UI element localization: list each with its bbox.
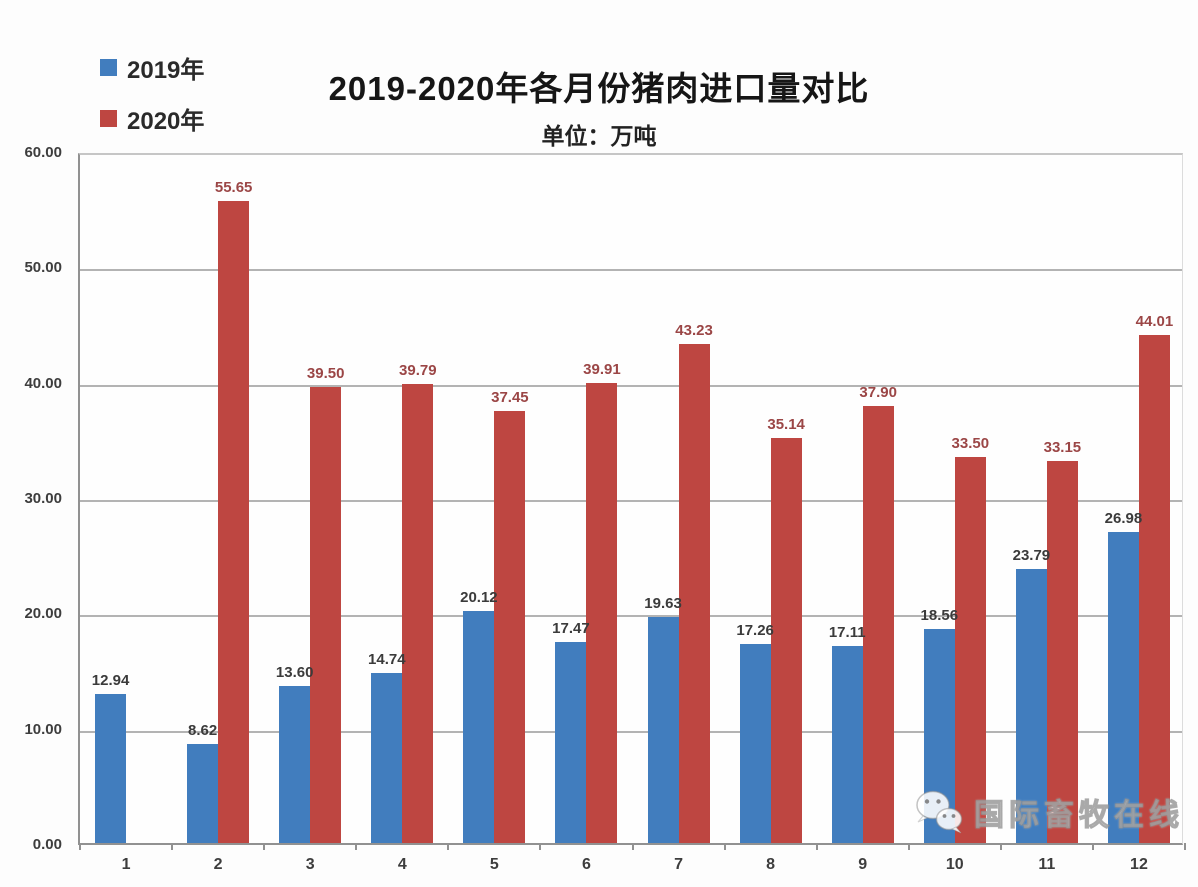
legend-label-2019: 2019年 [127,57,205,84]
bar-value-label: 14.74 [368,651,406,668]
bar-value-label: 39.91 [583,360,621,378]
bar-2020年-month-12 [1138,335,1170,843]
gridline [80,500,1182,502]
bar-2019年-month-9 [831,645,863,843]
bar-value-label: 37.90 [859,383,897,401]
bar-2019年-month-3 [279,686,311,843]
x-axis-tick [723,843,726,850]
x-axis-label: 12 [1130,856,1148,873]
bar-2020年-month-4 [402,384,434,843]
x-axis-tick [355,843,358,850]
y-axis-tick-label: 60.00 [24,144,62,161]
chart-legend: 2019年 2020年 [100,50,204,136]
x-axis-tick [79,843,81,850]
x-axis-label: 7 [674,856,683,873]
x-axis-tick [815,843,818,850]
gridline [80,384,1182,387]
x-axis-label: 2 [213,856,223,873]
y-axis-tick-label: 20.00 [24,605,62,623]
bar-2019年-month-11 [1015,568,1047,843]
x-axis-tick [171,843,174,850]
x-axis-tick [539,843,542,850]
plot-area: 12.94 8.62 13.60 14.74 20.12 17.47 19.63 17.26 1… [78,153,1186,873]
x-axis-label: 6 [582,856,591,873]
y-axis: 0.00 10.00 20.00 30.00 40.00 50.00 60.00 [0,144,66,853]
bar-2020年-month-3 [310,387,342,843]
bar-value-label: 33.50 [951,434,990,452]
bar-value-label: 23.79 [1012,546,1051,564]
legend-swatch-2019 [100,59,117,76]
x-axis-label: 3 [305,856,315,873]
bar-2019年-month-4 [371,673,403,843]
bar-2020年-month-2 [218,201,250,843]
bar-value-label: 8.62 [188,721,218,739]
x-axis-label: 5 [489,856,499,873]
bar-value-label: 17.26 [736,621,774,639]
bar-value-label: 20.12 [460,588,498,606]
x-axis-tick [907,843,910,850]
bar-2019年-month-1 [95,693,127,843]
x-axis-label: 4 [397,856,407,873]
x-axis-tick [999,843,1002,850]
bar-value-label: 17.47 [552,619,590,637]
y-axis-tick-label: 30.00 [24,490,62,507]
legend-swatch-2020 [100,110,117,127]
bar-value-label: 39.50 [306,365,345,383]
x-axis-tick [263,843,266,850]
y-axis-tick-label: 50.00 [24,259,62,277]
legend-item-2019: 2019年 [100,50,204,85]
bar-2020年-month-9 [862,405,894,843]
watermark: 国际畜牧在线 [912,788,1184,836]
x-axis-label: 9 [858,856,868,873]
gridline [80,615,1182,618]
bar-value-label: 43.23 [675,322,713,340]
x-axis-tick [1184,843,1186,850]
x-axis-tick [447,843,450,850]
x-axis-label: 10 [945,856,964,873]
bar-2020年-month-8 [770,437,802,843]
bar-value-label: 18.56 [920,606,959,624]
bar-2019年-month-7 [647,616,679,843]
y-axis-tick-label: 40.00 [24,374,62,392]
bar-value-label: 19.63 [644,594,682,612]
bar-value-label: 35.14 [767,415,805,433]
bar-2020年-month-6 [586,382,618,843]
wechat-icon [916,790,963,834]
legend-item-2020: 2020年 [100,101,204,136]
x-axis-tick [631,843,634,850]
bar-2020年-month-5 [494,411,526,843]
bar-value-label: 26.98 [1104,509,1143,527]
bar-2019年-month-6 [555,641,587,843]
x-axis-tick [1091,843,1094,850]
bar-2019年-month-8 [739,643,771,843]
bar-2019年-month-2 [187,743,219,843]
bar-value-label: 44.01 [1135,313,1174,331]
bar-value-label: 12.94 [91,671,130,689]
bar-2020年-month-7 [678,344,710,843]
watermark-text: 国际畜牧在线 [973,798,1184,832]
gridline [80,730,1182,733]
bar-value-label: 33.15 [1043,438,1082,456]
bar-value-label: 17.11 [828,623,866,641]
bar-value-label: 13.60 [275,664,314,682]
bar-value-label: 55.65 [214,179,253,197]
legend-label-2020: 2020年 [127,108,205,135]
gridline [80,269,1182,272]
x-axis-label: 1 [121,856,131,873]
x-axis-label: 8 [766,856,776,873]
bar-2020年-month-11 [1046,460,1078,843]
bar-2020年-month-10 [954,456,986,843]
x-axis-label: 11 [1038,856,1056,873]
bar-value-label: 37.45 [491,389,529,407]
y-axis-tick-label: 0.00 [32,836,62,853]
bar-2019年-month-12 [1107,531,1139,843]
bar-2019年-month-5 [463,610,495,843]
bar-value-label: 39.79 [399,362,437,380]
y-axis-tick-label: 10.00 [24,720,62,738]
